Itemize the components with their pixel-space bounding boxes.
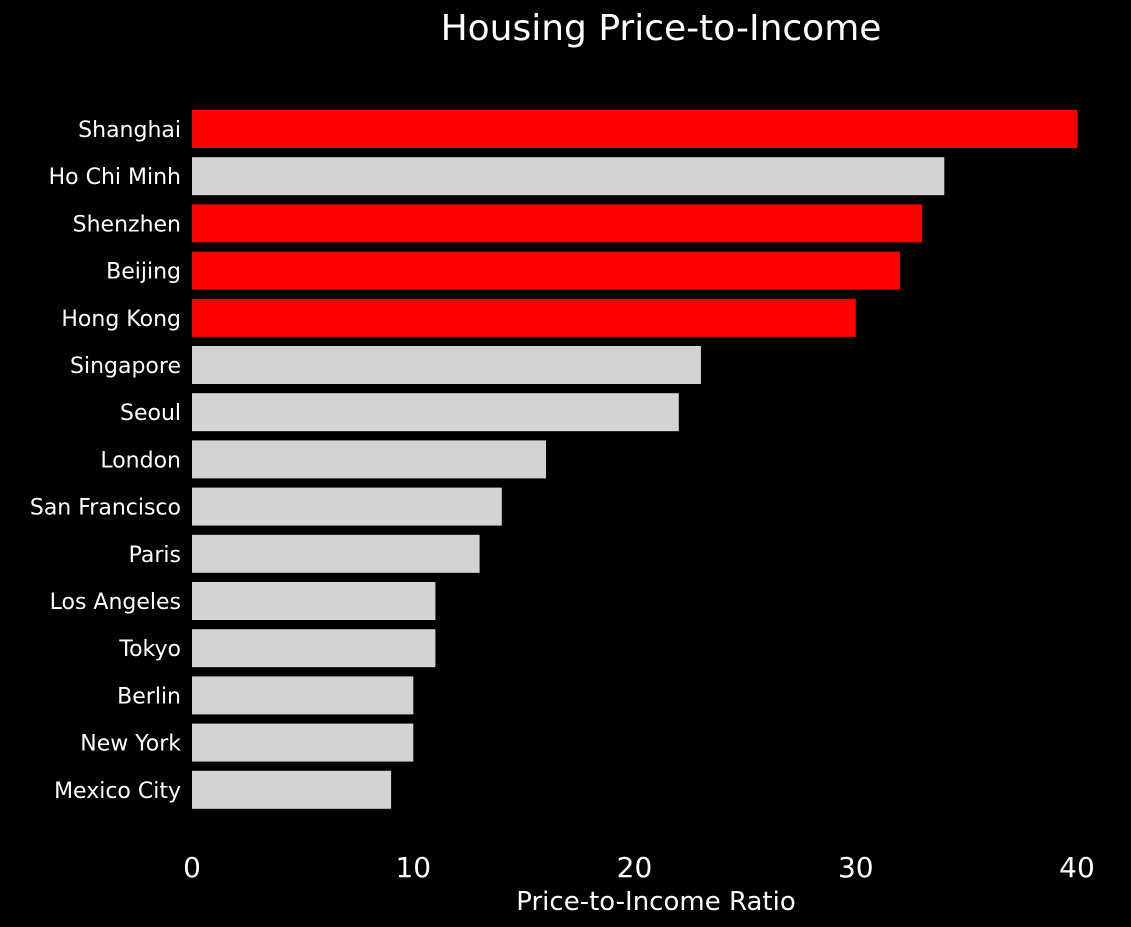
- category-label-mexico-city: Mexico City: [54, 779, 181, 804]
- x-tick-label: 0: [183, 851, 201, 884]
- category-label-los-angeles: Los Angeles: [50, 590, 181, 615]
- bar-berlin: [192, 676, 414, 715]
- category-labels-group: Shanghai Ho Chi Minh Shenzhen Beijing Hong K…: [30, 118, 181, 804]
- bar-beijing: [192, 251, 900, 290]
- x-tick-labels-group: 0 10 20 30 40: [183, 851, 1095, 884]
- category-label-san-francisco: San Francisco: [30, 496, 181, 521]
- bar-london: [192, 440, 546, 479]
- category-label-beijing: Beijing: [106, 260, 181, 285]
- category-label-hong-kong: Hong Kong: [61, 307, 181, 332]
- x-tick-label: 30: [838, 851, 874, 884]
- category-label-ho-chi-minh: Ho Chi Minh: [49, 165, 181, 190]
- category-label-paris: Paris: [129, 543, 181, 568]
- category-label-london: London: [100, 448, 181, 473]
- category-label-singapore: Singapore: [70, 354, 181, 379]
- bars-group: [192, 110, 1077, 809]
- x-axis-label: Price-to-Income Ratio: [516, 887, 795, 917]
- bar-shanghai: [192, 110, 1077, 148]
- chart-title: Housing Price-to-Income: [441, 8, 882, 49]
- category-label-seoul: Seoul: [120, 401, 181, 426]
- bar-tokyo: [192, 629, 436, 668]
- category-label-tokyo: Tokyo: [118, 637, 181, 662]
- x-tick-label: 10: [395, 851, 431, 884]
- category-label-shanghai: Shanghai: [78, 118, 181, 143]
- x-tick-label: 20: [617, 851, 653, 884]
- bar-los-angeles: [192, 582, 436, 620]
- bar-singapore: [192, 346, 701, 384]
- category-label-new-york: New York: [80, 732, 181, 757]
- bar-shenzhen: [192, 204, 923, 243]
- bar-ho-chi-minh: [192, 157, 945, 196]
- bar-hong-kong: [192, 298, 856, 337]
- category-label-berlin: Berlin: [117, 684, 181, 709]
- category-label-shenzhen: Shenzhen: [73, 212, 181, 237]
- x-tick-label: 40: [1059, 851, 1095, 884]
- bar-seoul: [192, 393, 679, 432]
- bar-mexico-city: [192, 770, 392, 809]
- bar-paris: [192, 534, 480, 573]
- bar-new-york: [192, 723, 414, 762]
- bar-san-francisco: [192, 487, 502, 526]
